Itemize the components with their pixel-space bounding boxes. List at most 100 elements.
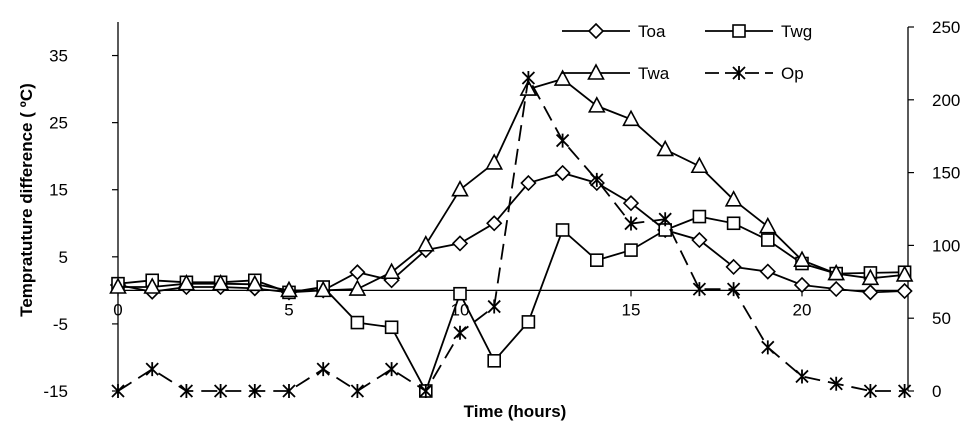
y2-tick-label: 150 [932,164,960,183]
data-point-twg [589,253,604,267]
data-point-toa [759,263,776,280]
legend-marker-toa [587,22,605,40]
data-point-twa [622,109,640,127]
series-layer [109,69,914,398]
data-point-op [863,384,878,398]
data-point-twg [384,320,399,335]
y-axis-title: Tempratuture difference ( ºC) [17,83,36,317]
data-point-twa [553,69,572,86]
y2-tick-label: 0 [932,382,941,401]
data-point-toa [691,231,708,249]
data-point-toa [793,276,811,294]
data-point-twg [521,315,536,329]
data-point-twg [453,286,467,301]
data-point-twg [624,243,638,257]
data-point-twa [656,139,675,157]
data-point-toa [486,215,503,232]
x-tick-label: 0 [113,300,122,319]
y2-tick-label: 50 [932,309,951,328]
data-point-toa [896,282,913,300]
data-point-twa [416,235,435,252]
data-point-op [829,376,843,391]
data-point-toa [554,164,571,182]
data-point-op [282,384,296,398]
x-tick-label: 15 [622,300,641,319]
y2-tick-label: 250 [932,18,960,37]
legend-marker-op [732,66,746,80]
data-point-op [350,384,365,398]
data-point-op [316,362,330,377]
data-point-twa [793,250,811,267]
data-point-toa [622,195,640,212]
series-line-toa [117,172,905,294]
data-point-twa [280,280,298,298]
data-point-twa [382,262,401,280]
x-tick-label: 5 [284,300,293,319]
y-tick-label: -15 [43,382,68,401]
data-point-twa [109,277,127,294]
data-point-twa [724,190,743,207]
data-point-twa [485,153,504,170]
data-point-twa [177,273,196,291]
data-point-op [692,282,707,297]
legend-label-twa: Twa [638,64,670,83]
data-point-twg [760,233,775,247]
data-point-op [658,212,672,227]
y-tick-label: 15 [49,181,68,200]
data-point-twa [314,280,333,298]
data-point-twa [348,279,367,296]
data-point-op [590,172,604,187]
y2-tick-label: 100 [932,236,960,255]
x-tick-label: 20 [793,300,812,319]
legend-marker-twa [587,63,605,80]
y-tick-label: 35 [49,47,68,66]
data-point-twa [861,268,880,286]
data-point-op [419,384,433,398]
data-point-op [761,340,775,355]
data-point-twg [555,223,570,237]
data-point-twa [895,265,914,282]
data-point-op [213,384,228,398]
legend-marker-twg [732,24,746,38]
y-tick-label: -5 [53,315,68,334]
data-point-op [487,299,501,314]
data-point-twa [587,96,606,113]
legend-label-op: Op [781,64,804,83]
data-point-twa [827,263,846,281]
data-point-toa [520,174,537,192]
data-point-toa [725,258,742,276]
x-axis-title: Time (hours) [464,402,567,421]
data-point-op [384,362,399,377]
data-point-twg [692,209,707,224]
legend-label-toa: Toa [638,22,666,41]
data-point-twg [726,216,741,231]
data-point-twa [211,273,230,291]
data-point-op [111,384,125,398]
data-point-op [145,362,159,377]
data-point-op [897,384,912,398]
data-point-op [795,369,809,384]
y-tick-label: 5 [59,248,68,267]
data-point-op [726,282,741,297]
data-point-twa [245,274,264,292]
data-point-toa [349,264,366,281]
data-point-twg [350,315,365,330]
data-point-toa [828,280,845,298]
data-point-op [179,384,194,398]
y-tick-label: 25 [49,114,68,133]
series-line-twa [118,78,905,292]
y2-tick-label: 200 [932,91,960,110]
series-line-twg [117,215,905,394]
data-point-toa [451,235,469,252]
data-point-op [248,384,262,398]
data-point-twa [143,277,162,294]
data-point-op [555,133,570,148]
data-point-op [453,325,467,340]
data-point-twg [487,354,502,368]
legend: Toa Twg Twa Op [562,22,812,83]
data-point-toa [862,284,879,301]
data-point-twa [451,180,469,197]
